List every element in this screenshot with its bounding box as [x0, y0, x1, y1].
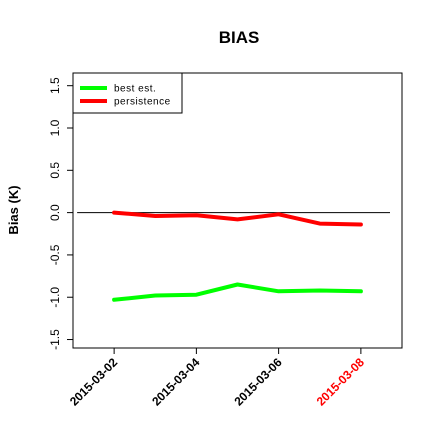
legend-label: persistence [114, 97, 171, 108]
series-line-persistence [112, 210, 363, 227]
y-tick-label: -0.5 [48, 244, 62, 265]
series-line-best-est [112, 282, 363, 302]
x-tick-label: 2015-03-04 [149, 355, 203, 409]
y-tick-label: 0.5 [48, 162, 62, 179]
plot-frame [72, 72, 403, 349]
x-tick-label: 2015-03-08 [314, 355, 368, 409]
legend: best est. persistence [72, 72, 183, 114]
legend-box [72, 72, 183, 114]
y-tick-label: -1.5 [48, 329, 62, 350]
y-tick-label: 1.5 [48, 77, 62, 94]
y-tick-label: -1.0 [48, 287, 62, 308]
chart-title: BIAS [219, 28, 260, 47]
y-axis-label: Bias (K) [6, 185, 21, 234]
y-tick-label: 0.0 [48, 204, 62, 221]
x-tick-label: 2015-03-02 [67, 355, 121, 409]
legend-label: best est. [114, 84, 156, 95]
x-tick-label: 2015-03-06 [231, 355, 285, 409]
y-tick-label: 1.0 [48, 119, 62, 136]
